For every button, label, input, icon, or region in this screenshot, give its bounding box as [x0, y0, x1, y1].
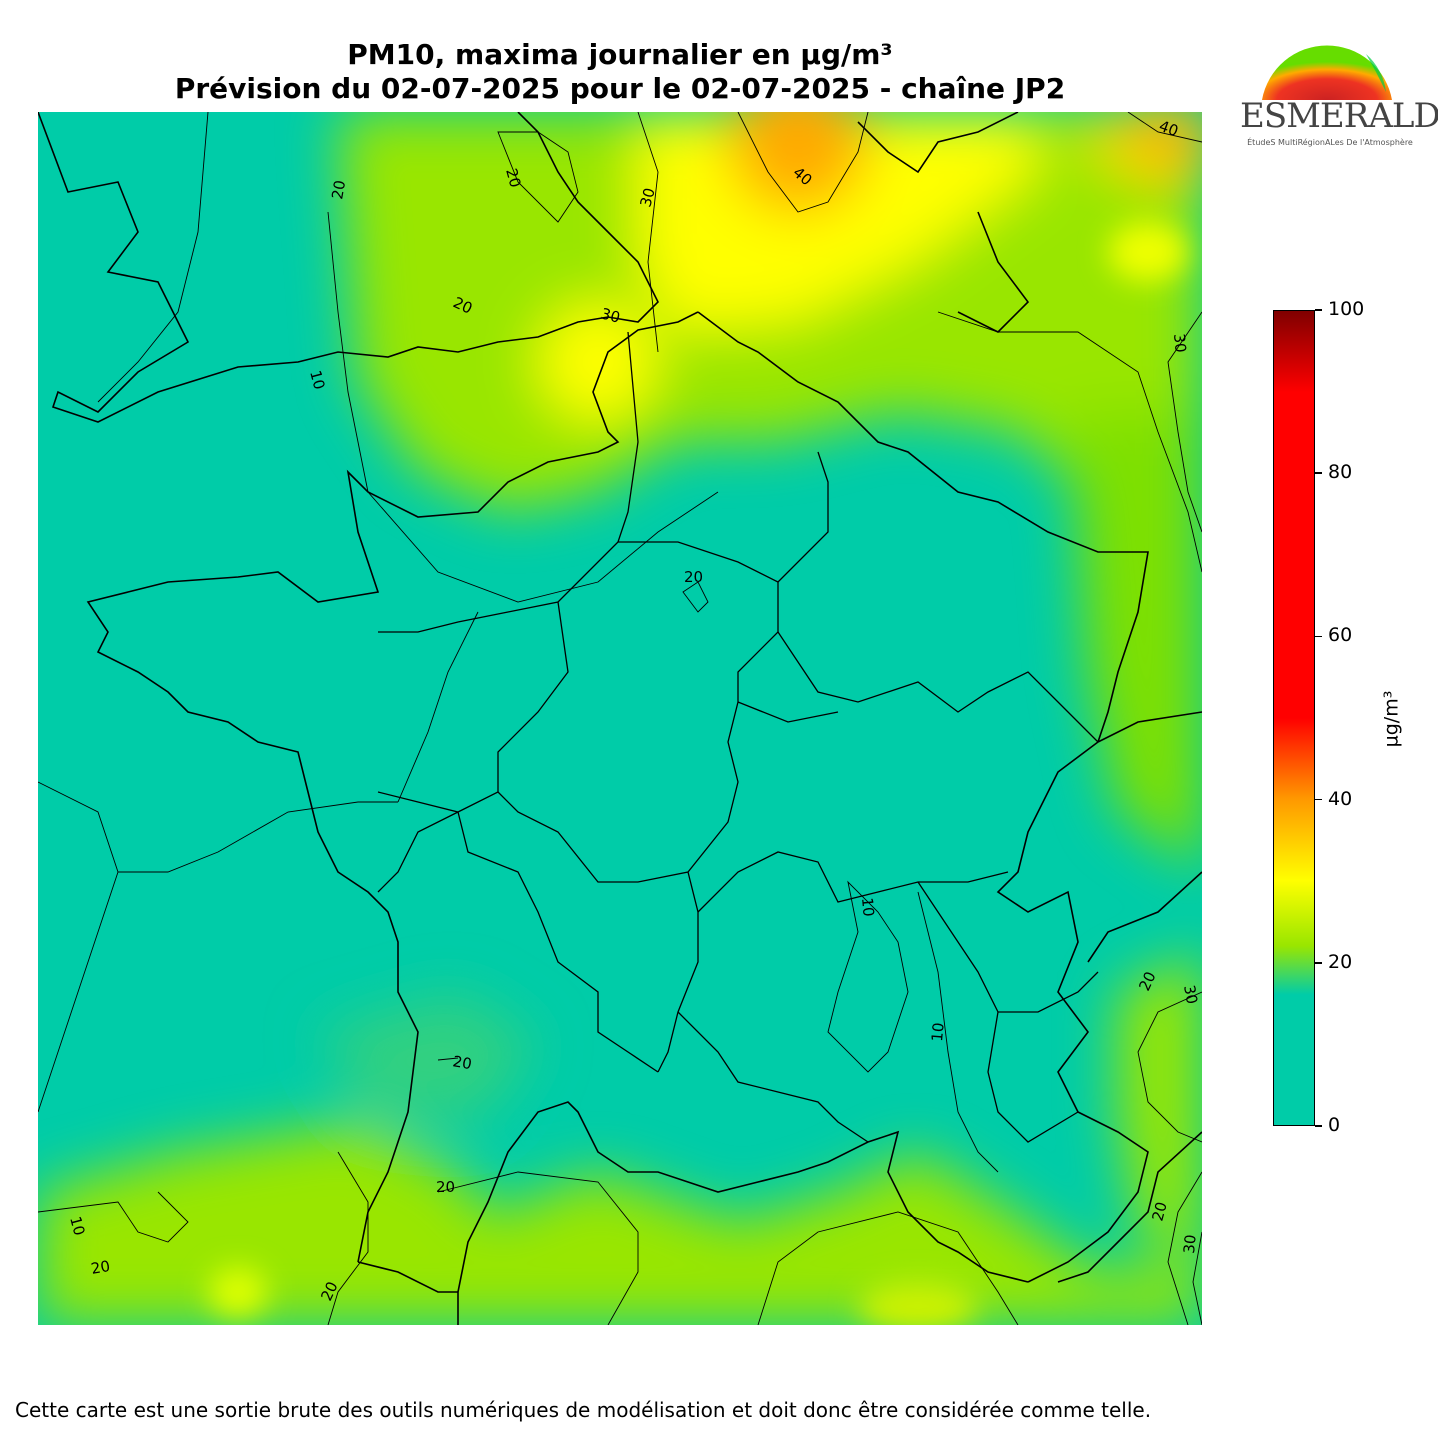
contour-label: 10 [858, 897, 878, 918]
contour-label: 30 [1170, 333, 1190, 354]
colorbar-tick-mark [1315, 798, 1322, 801]
map-title-line-2: Prévision du 02-07-2025 pour le 02-07-20… [174, 72, 1066, 105]
contour-label: 10 [306, 368, 328, 391]
logo-wordmark: ESMERALDA [1240, 96, 1438, 136]
contour-lines [38, 112, 1202, 1325]
colorbar-tick-mark [1315, 309, 1322, 311]
contour-label: 40 [1157, 117, 1181, 140]
colorbar-tick-label: 40 [1328, 787, 1353, 810]
colorbar-unit-label: µg/m³ [1380, 690, 1403, 748]
contour-label: 20 [328, 179, 349, 201]
contour-label: 20 [502, 166, 524, 189]
colorbar [1273, 310, 1315, 1126]
colorbar-tick-label: 60 [1328, 624, 1353, 647]
contour-label: 30 [636, 186, 658, 209]
contour-label: 20 [1148, 1200, 1170, 1223]
concentration-field [38, 112, 1202, 1325]
colorbar-tick-label: 0 [1328, 1114, 1341, 1136]
colorbar-tick-label: 20 [1328, 950, 1353, 973]
contour-label: 20 [436, 1178, 455, 1196]
contour-label: 10 [928, 1022, 948, 1043]
regional-borders [377, 331, 1099, 1143]
contour-label: 20 [684, 568, 703, 586]
colorbar-tick-mark [1315, 635, 1322, 638]
disclaimer-text: Cette carte est une sortie brute des out… [15, 1398, 1152, 1422]
colorbar-tick-label: 100 [1328, 298, 1365, 320]
contour-label: 30 [1180, 1234, 1200, 1255]
contour-label: 30 [599, 304, 622, 326]
colorbar-tick-mark [1315, 472, 1322, 474]
contour-label: 10 [66, 1214, 88, 1237]
logo-subtitle: ÉtudeS MultiRégionALes De l'Atmosphère [1247, 138, 1413, 147]
colorbar-tick-label: 80 [1328, 461, 1353, 484]
contour-label: 20 [451, 1052, 473, 1073]
esmeralda-logo [1262, 45, 1392, 100]
contour-label-group: 20 20 30 40 40 20 30 10 30 20 10 10 20 3… [66, 117, 1201, 1304]
colorbar-tick-mark [1315, 962, 1322, 964]
contour-label: 30 [1180, 984, 1201, 1006]
map-title-line-1: PM10, maxima journalier en µg/m³ [347, 38, 893, 71]
colorbar-tick-mark [1315, 1125, 1322, 1127]
pm10-forecast-map: 20 20 30 40 40 20 30 10 30 20 10 10 20 3… [38, 112, 1202, 1325]
contour-label: 20 [90, 1257, 112, 1278]
